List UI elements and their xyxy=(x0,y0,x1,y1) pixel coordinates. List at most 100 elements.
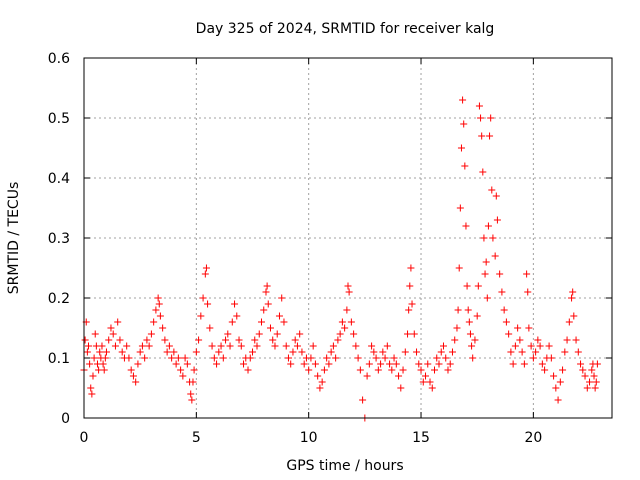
y-tick-label: 0.6 xyxy=(48,51,70,67)
data-point xyxy=(538,360,546,368)
data-point xyxy=(177,366,185,374)
data-point xyxy=(581,372,589,380)
data-point xyxy=(359,396,367,404)
data-point xyxy=(377,360,385,368)
data-point xyxy=(172,360,180,368)
data-point xyxy=(461,162,469,170)
data-point xyxy=(473,312,481,320)
data-point xyxy=(451,336,459,344)
data-point xyxy=(127,366,135,374)
data-point xyxy=(545,342,553,350)
data-point xyxy=(405,306,413,314)
data-point xyxy=(138,342,146,350)
data-point xyxy=(329,342,337,350)
data-point xyxy=(422,372,430,380)
data-point xyxy=(475,102,483,110)
data-point xyxy=(413,348,421,356)
data-point xyxy=(570,312,578,320)
data-point xyxy=(278,294,286,302)
data-point xyxy=(325,360,333,368)
data-point xyxy=(468,342,476,350)
data-point xyxy=(465,318,473,326)
data-point xyxy=(102,348,110,356)
data-point xyxy=(509,360,517,368)
data-point xyxy=(249,348,257,356)
data-point xyxy=(314,372,322,380)
data-point xyxy=(341,324,349,332)
data-point xyxy=(129,372,137,380)
data-point xyxy=(498,288,506,296)
data-point xyxy=(307,354,315,362)
data-point xyxy=(363,372,371,380)
y-tick-label: 0.2 xyxy=(48,291,70,307)
data-point xyxy=(554,396,562,404)
data-point xyxy=(426,378,434,386)
data-point xyxy=(257,318,265,326)
data-point xyxy=(556,378,564,386)
data-point xyxy=(563,336,571,344)
data-point xyxy=(527,342,535,350)
data-point xyxy=(316,384,324,392)
data-point xyxy=(226,342,234,350)
data-point xyxy=(466,330,474,338)
data-point xyxy=(90,354,98,362)
data-point xyxy=(170,348,178,356)
data-point xyxy=(419,378,427,386)
data-point xyxy=(91,330,99,338)
data-point xyxy=(204,300,212,308)
data-point xyxy=(336,330,344,338)
data-point xyxy=(174,354,182,362)
data-point xyxy=(152,306,160,314)
data-point xyxy=(84,342,92,350)
x-tick-label: 15 xyxy=(412,430,430,446)
data-point xyxy=(496,270,504,278)
data-point xyxy=(231,300,239,308)
data-point xyxy=(399,366,407,374)
data-point xyxy=(275,312,283,320)
data-point xyxy=(343,306,351,314)
data-point xyxy=(511,342,519,350)
data-point xyxy=(197,312,205,320)
data-point xyxy=(480,234,488,242)
data-point xyxy=(260,306,268,314)
data-point xyxy=(165,342,173,350)
data-point xyxy=(489,234,497,242)
data-point xyxy=(463,282,471,290)
data-point xyxy=(338,318,346,326)
data-point xyxy=(390,354,398,362)
data-point xyxy=(454,306,462,314)
data-point xyxy=(189,378,197,386)
data-point xyxy=(406,282,414,290)
data-point xyxy=(500,306,508,314)
data-point xyxy=(433,354,441,362)
data-point xyxy=(352,342,360,350)
data-point xyxy=(479,168,487,176)
data-point xyxy=(156,312,164,320)
data-point xyxy=(289,348,297,356)
data-point xyxy=(505,330,513,338)
data-point xyxy=(98,342,106,350)
data-point xyxy=(583,384,591,392)
x-tick-label: 0 xyxy=(80,430,89,446)
data-point xyxy=(215,348,223,356)
data-point xyxy=(386,360,394,368)
data-point xyxy=(471,336,479,344)
data-point xyxy=(88,390,96,398)
data-point xyxy=(192,348,200,356)
data-point xyxy=(424,360,432,368)
data-point xyxy=(296,330,304,338)
data-point xyxy=(114,318,122,326)
data-point xyxy=(395,372,403,380)
data-point xyxy=(572,336,580,344)
data-point xyxy=(372,354,380,362)
data-point xyxy=(269,336,277,344)
y-tick-label: 0.3 xyxy=(48,231,70,247)
data-point xyxy=(561,348,569,356)
data-point xyxy=(478,132,486,140)
data-point xyxy=(388,366,396,374)
data-point xyxy=(282,342,290,350)
data-point xyxy=(491,252,499,260)
data-point xyxy=(150,318,158,326)
data-point xyxy=(262,288,270,296)
data-point xyxy=(460,120,468,128)
